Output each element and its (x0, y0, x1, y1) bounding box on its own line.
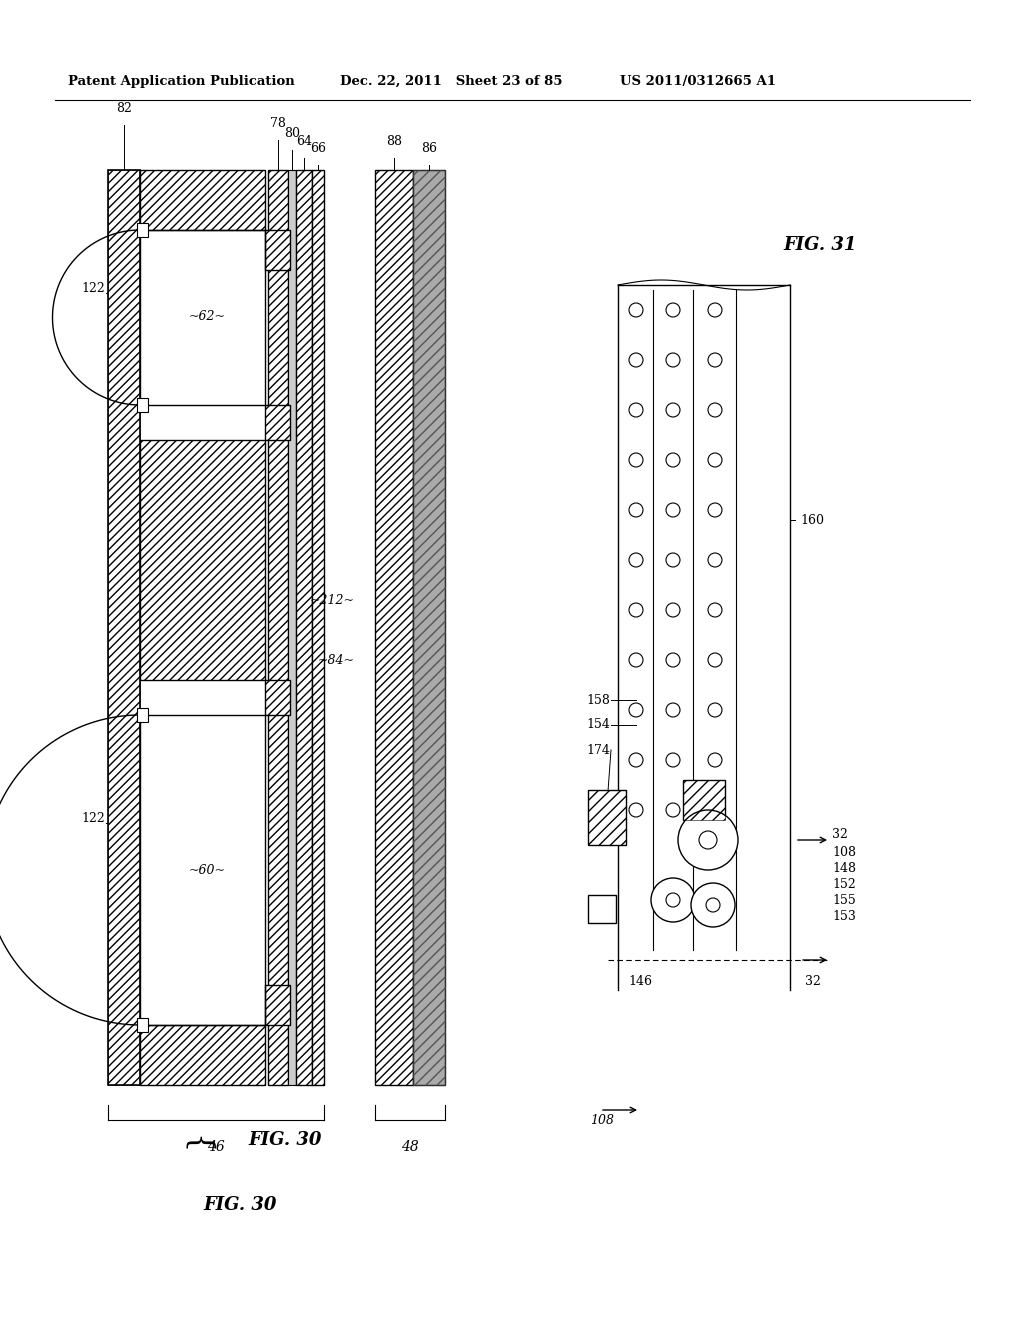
Text: FIG. 31: FIG. 31 (783, 236, 857, 253)
Text: 32: 32 (831, 829, 848, 842)
Text: 108: 108 (590, 1114, 614, 1126)
Polygon shape (683, 780, 725, 820)
Text: Dec. 22, 2011   Sheet 23 of 85: Dec. 22, 2011 Sheet 23 of 85 (340, 75, 562, 88)
Polygon shape (265, 985, 290, 1026)
Circle shape (691, 883, 735, 927)
Circle shape (629, 603, 643, 616)
Polygon shape (137, 1018, 148, 1032)
Circle shape (666, 503, 680, 517)
Polygon shape (375, 170, 413, 1085)
Text: 108: 108 (831, 846, 856, 858)
Circle shape (666, 352, 680, 367)
Text: 152: 152 (831, 878, 856, 891)
Text: FIG. 30: FIG. 30 (248, 1131, 322, 1148)
Text: 82: 82 (116, 102, 132, 115)
Circle shape (651, 878, 695, 921)
Circle shape (629, 803, 643, 817)
Circle shape (678, 810, 738, 870)
Text: 155: 155 (831, 894, 856, 907)
Circle shape (708, 352, 722, 367)
Text: ~78~: ~78~ (181, 553, 222, 568)
Circle shape (708, 752, 722, 767)
Text: FIG. 30: FIG. 30 (204, 1196, 276, 1214)
Text: 46: 46 (207, 1140, 225, 1154)
Text: 122: 122 (81, 281, 105, 294)
Circle shape (708, 653, 722, 667)
Polygon shape (312, 170, 324, 1085)
Polygon shape (108, 170, 140, 1085)
Polygon shape (140, 170, 265, 230)
Circle shape (708, 803, 722, 817)
Text: 148: 148 (831, 862, 856, 874)
Polygon shape (265, 230, 290, 271)
Circle shape (666, 704, 680, 717)
Text: 122: 122 (81, 812, 105, 825)
Text: 154: 154 (586, 718, 610, 731)
Text: {: { (180, 1135, 212, 1155)
Circle shape (629, 752, 643, 767)
Circle shape (666, 603, 680, 616)
Circle shape (708, 704, 722, 717)
Circle shape (629, 653, 643, 667)
Text: 88: 88 (386, 135, 402, 148)
Polygon shape (140, 440, 265, 680)
Circle shape (629, 304, 643, 317)
Polygon shape (588, 895, 616, 923)
Circle shape (666, 553, 680, 568)
Text: 160: 160 (800, 513, 824, 527)
Text: ~212~: ~212~ (310, 594, 355, 606)
Circle shape (666, 304, 680, 317)
Text: 48: 48 (401, 1140, 419, 1154)
Circle shape (629, 403, 643, 417)
Circle shape (629, 503, 643, 517)
Text: 158: 158 (586, 693, 610, 706)
Circle shape (708, 553, 722, 568)
Circle shape (666, 894, 680, 907)
Circle shape (666, 653, 680, 667)
Text: 32: 32 (805, 975, 821, 987)
Text: 86: 86 (421, 143, 437, 154)
Polygon shape (268, 170, 288, 1085)
Text: Patent Application Publication: Patent Application Publication (68, 75, 295, 88)
Circle shape (666, 752, 680, 767)
Circle shape (699, 832, 717, 849)
Text: 146: 146 (628, 975, 652, 987)
Polygon shape (137, 708, 148, 722)
Polygon shape (140, 170, 265, 1085)
Circle shape (629, 453, 643, 467)
Text: 156: 156 (586, 903, 610, 916)
Text: 78: 78 (270, 117, 286, 129)
Text: ~62~: ~62~ (188, 310, 225, 323)
Circle shape (708, 453, 722, 467)
Text: 174: 174 (586, 743, 610, 756)
Circle shape (706, 898, 720, 912)
Text: US 2011/0312665 A1: US 2011/0312665 A1 (620, 75, 776, 88)
Circle shape (666, 453, 680, 467)
Circle shape (708, 304, 722, 317)
Circle shape (708, 603, 722, 616)
Polygon shape (296, 170, 312, 1085)
Polygon shape (413, 170, 445, 1085)
Text: 64: 64 (296, 135, 312, 148)
Polygon shape (137, 223, 148, 238)
Polygon shape (265, 405, 290, 440)
Circle shape (629, 352, 643, 367)
Circle shape (666, 403, 680, 417)
Polygon shape (265, 680, 290, 715)
Polygon shape (140, 1026, 265, 1085)
Circle shape (708, 403, 722, 417)
Circle shape (629, 704, 643, 717)
Polygon shape (588, 789, 626, 845)
Text: 80: 80 (284, 127, 300, 140)
Text: ~60~: ~60~ (188, 863, 225, 876)
Circle shape (708, 503, 722, 517)
Text: ~84~: ~84~ (318, 653, 355, 667)
Text: 66: 66 (310, 143, 326, 154)
Circle shape (629, 553, 643, 568)
Polygon shape (288, 170, 296, 1085)
Circle shape (666, 803, 680, 817)
Polygon shape (137, 399, 148, 412)
Text: 153: 153 (831, 909, 856, 923)
